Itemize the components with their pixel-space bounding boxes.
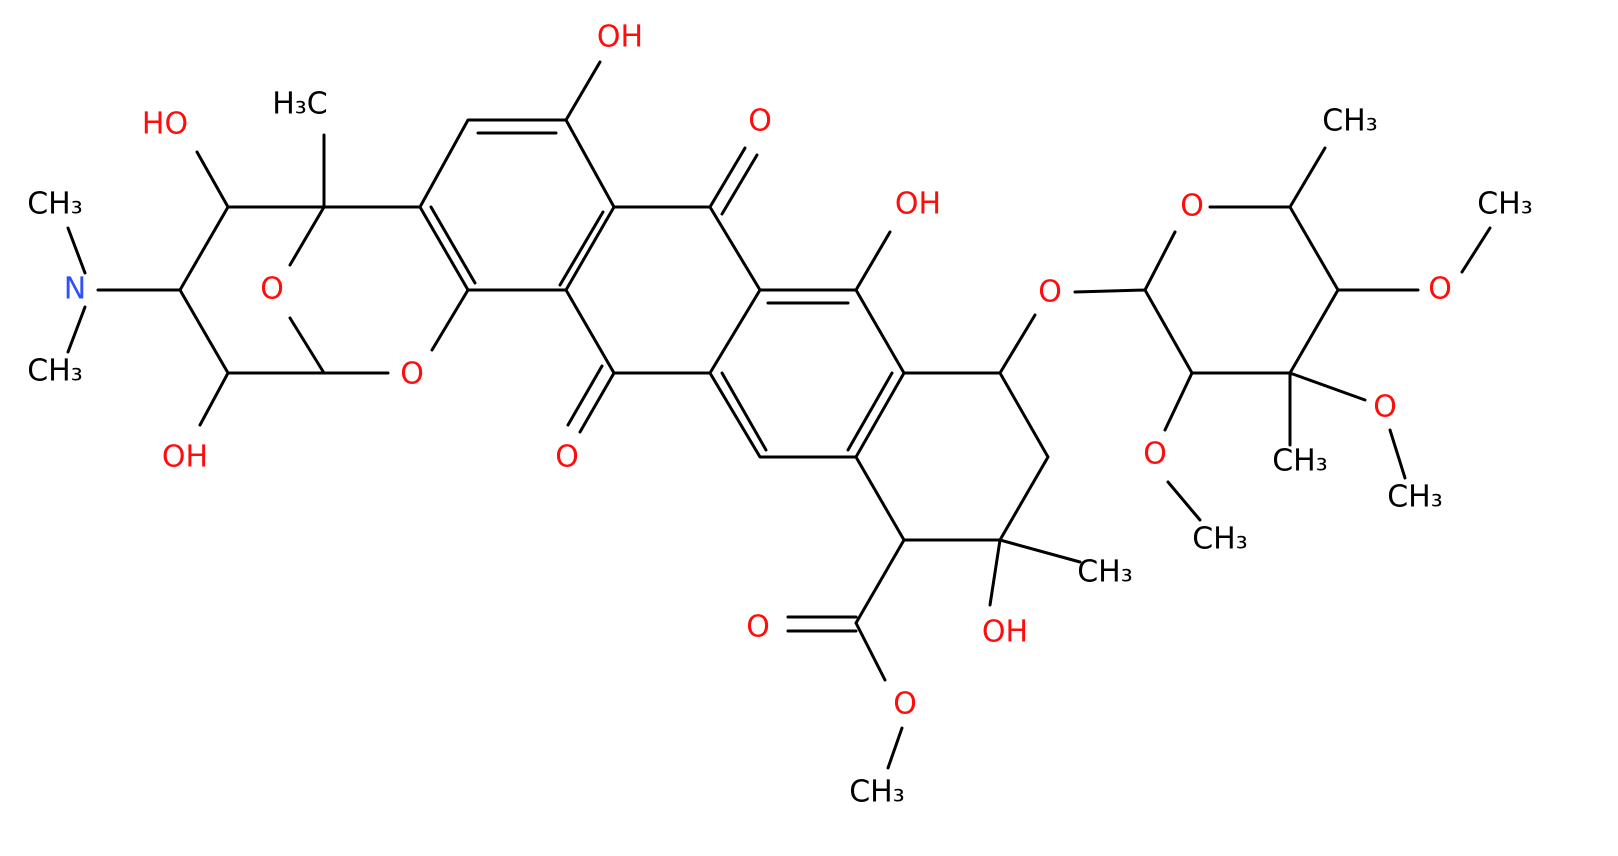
- bonds: [66, 60, 1492, 770]
- atom-label: CH₃: [1387, 480, 1443, 515]
- atom-label: O: [555, 440, 579, 475]
- atom-label: CH₃: [1192, 522, 1248, 557]
- atom-label: OH: [982, 615, 1028, 650]
- atom-label: O: [1143, 437, 1167, 472]
- atom-label: CH₃: [1322, 104, 1378, 139]
- atom-label: H₃C: [272, 87, 328, 122]
- atom-label: CH₃: [1272, 444, 1328, 479]
- atom-label: CH₃: [1077, 555, 1133, 590]
- atom-label: O: [1180, 189, 1204, 224]
- atom-label: O: [1428, 272, 1452, 307]
- atom-label: OH: [597, 20, 643, 55]
- atom-label: O: [746, 610, 770, 645]
- atom-label: O: [893, 687, 917, 722]
- atom-label: HO: [142, 107, 188, 142]
- atom-label: OH: [895, 187, 941, 222]
- atom-label: O: [1038, 275, 1062, 310]
- atom-label: CH₃: [849, 775, 905, 810]
- atom-label: N: [64, 272, 86, 307]
- atom-label: O: [260, 272, 284, 307]
- atom-label: CH₃: [27, 187, 83, 222]
- atom-label: O: [400, 357, 424, 392]
- atom-label: CH₃: [27, 354, 83, 389]
- atom-label: O: [748, 104, 772, 139]
- atom-label: O: [1373, 390, 1397, 425]
- atom-label: CH₃: [1477, 187, 1533, 222]
- atom-label: OH: [162, 440, 208, 475]
